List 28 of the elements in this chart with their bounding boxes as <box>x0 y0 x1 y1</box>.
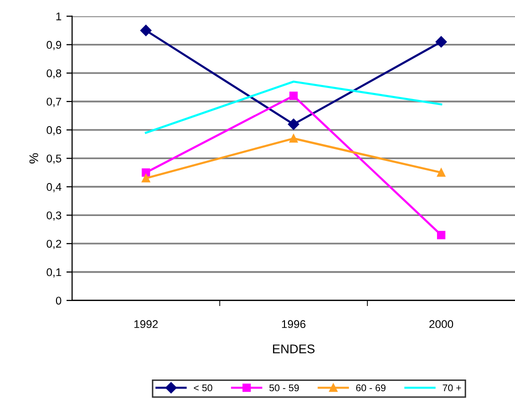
y-axis-title: % <box>29 153 38 164</box>
point <box>142 174 150 182</box>
legend-label: 70 + <box>442 384 462 392</box>
y-tick-label: 0,6 <box>46 126 62 136</box>
y-tick-label: 0,1 <box>46 268 62 278</box>
point <box>289 134 298 143</box>
point <box>288 118 300 130</box>
y-tick-label: 0,5 <box>46 154 62 164</box>
point <box>289 92 298 100</box>
x-tick-label: 1996 <box>282 320 306 328</box>
point <box>436 36 447 48</box>
y-tick-label: 0 <box>56 296 62 305</box>
y-tick-label: 1 <box>56 12 62 20</box>
x-tick-label: 2000 <box>429 320 454 328</box>
legend-label: 50 - 59 <box>269 384 299 392</box>
point <box>437 230 446 240</box>
point <box>140 24 152 36</box>
legend-label: < 50 <box>194 384 212 392</box>
point <box>437 168 446 177</box>
y-tick-label: 0,9 <box>46 40 62 50</box>
y-tick-label: 0,2 <box>46 240 62 250</box>
y-tick-label: 0,8 <box>46 69 62 79</box>
y-tick-label: 0,3 <box>46 211 62 221</box>
y-tick-label: 0,4 <box>46 183 62 192</box>
legend-label: 60 - 69 <box>356 384 386 392</box>
y-tick-label: 0,7 <box>46 98 62 107</box>
x-axis-title: ENDES <box>273 344 315 354</box>
x-tick-label: 1992 <box>134 320 158 328</box>
